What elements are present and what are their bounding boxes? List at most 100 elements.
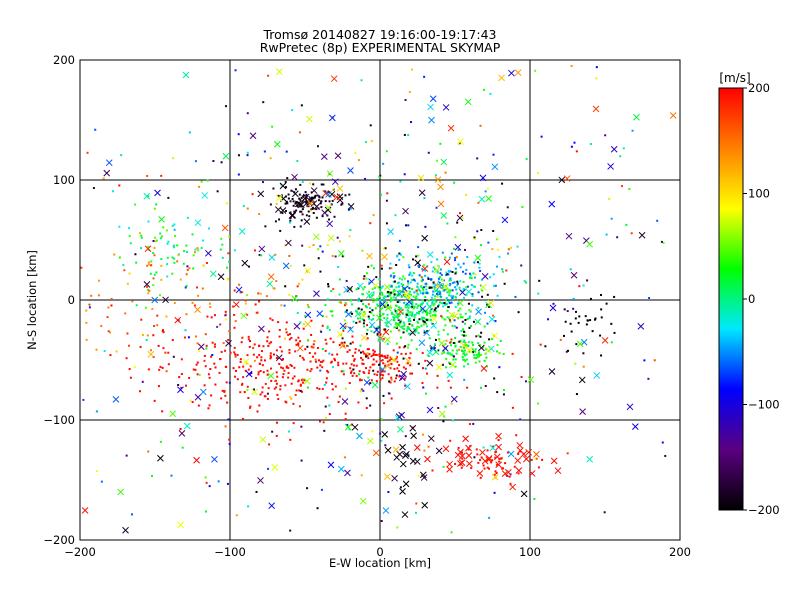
data-point	[610, 217, 613, 220]
data-point	[250, 372, 253, 375]
data-point-x	[182, 71, 190, 79]
data-point-x	[379, 301, 386, 308]
data-point	[354, 351, 357, 354]
data-point	[355, 364, 358, 367]
data-point-x	[307, 200, 314, 207]
data-point	[491, 459, 494, 462]
data-point	[158, 368, 161, 371]
data-point	[643, 359, 646, 362]
data-point-x	[359, 497, 367, 505]
data-point	[464, 354, 467, 357]
data-point	[378, 355, 381, 358]
data-point	[153, 273, 156, 276]
data-point	[276, 393, 279, 396]
data-point	[418, 310, 421, 313]
data-point	[401, 327, 404, 330]
data-point	[247, 265, 250, 268]
data-point	[374, 353, 377, 356]
data-point	[345, 362, 348, 365]
data-point	[503, 282, 506, 285]
data-point	[195, 286, 198, 289]
data-point	[395, 374, 398, 377]
data-point	[246, 154, 249, 157]
data-point	[471, 351, 474, 354]
data-point	[445, 339, 448, 342]
data-point	[307, 306, 310, 309]
data-point	[434, 289, 437, 292]
data-point	[451, 354, 454, 357]
data-point-x	[384, 304, 392, 312]
data-point	[375, 380, 378, 383]
data-point	[481, 295, 484, 298]
data-point-x	[232, 301, 240, 308]
data-point	[368, 296, 371, 299]
data-point	[471, 341, 474, 344]
data-point	[454, 286, 457, 289]
data-point	[437, 305, 440, 308]
data-point	[150, 260, 153, 263]
data-point-x	[103, 169, 111, 177]
data-point	[412, 295, 415, 298]
data-point	[448, 352, 451, 355]
data-point	[273, 387, 276, 390]
data-point	[417, 264, 420, 267]
data-point-x	[580, 338, 588, 346]
data-point	[479, 353, 482, 356]
data-point	[303, 323, 306, 326]
data-point	[403, 173, 406, 176]
data-point	[310, 191, 313, 194]
data-point	[369, 222, 372, 225]
data-point	[395, 312, 398, 315]
data-point	[317, 248, 320, 251]
data-point	[290, 189, 293, 192]
data-point	[292, 422, 295, 425]
data-point	[378, 363, 381, 366]
data-point	[445, 297, 448, 300]
data-point-x	[267, 372, 275, 380]
data-point-x	[282, 262, 290, 270]
x-tick-label: 100	[519, 545, 541, 559]
data-point-x	[371, 381, 379, 389]
data-point	[604, 134, 607, 137]
data-point	[281, 212, 284, 215]
data-point	[435, 206, 438, 209]
data-point-x	[424, 455, 431, 463]
x-tick-label: −100	[214, 545, 246, 559]
data-point	[572, 307, 575, 310]
data-point-x	[579, 408, 586, 415]
data-point-x	[405, 298, 413, 306]
data-point	[414, 511, 417, 514]
data-point	[406, 309, 409, 312]
data-point	[399, 180, 402, 183]
data-point	[189, 399, 192, 402]
data-point	[181, 446, 184, 449]
data-point	[319, 245, 322, 248]
data-point	[331, 382, 334, 385]
data-point	[344, 387, 347, 390]
data-point-x	[336, 185, 344, 192]
data-point	[487, 187, 490, 190]
data-point	[220, 237, 223, 240]
data-point	[379, 290, 382, 293]
data-point	[172, 355, 175, 358]
data-point	[472, 343, 475, 346]
data-point	[423, 75, 426, 78]
data-point	[424, 225, 427, 228]
data-point	[370, 140, 373, 143]
data-point	[498, 460, 501, 463]
data-point	[147, 261, 150, 264]
data-point-x	[258, 245, 266, 253]
data-point	[176, 244, 179, 247]
data-point-x	[158, 215, 165, 223]
data-point	[664, 454, 667, 457]
data-point	[466, 318, 469, 321]
data-point	[379, 311, 382, 314]
data-point	[570, 330, 573, 333]
data-point	[477, 351, 480, 354]
data-point	[309, 360, 312, 363]
data-point	[547, 318, 550, 321]
data-point-x	[478, 344, 485, 352]
colorbar-label: [m/s]	[719, 71, 750, 85]
data-point	[625, 223, 628, 226]
data-point	[408, 287, 411, 290]
